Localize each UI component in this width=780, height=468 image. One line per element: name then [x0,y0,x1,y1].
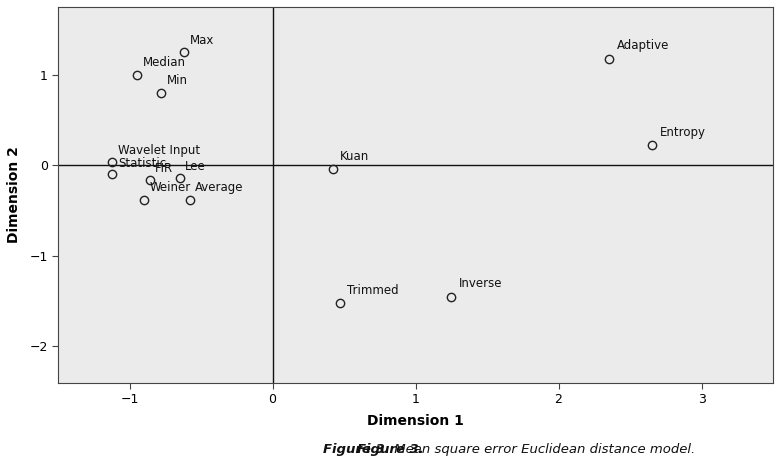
Y-axis label: Dimension 2: Dimension 2 [7,146,21,243]
Text: Entropy: Entropy [660,126,706,139]
Text: Weiner: Weiner [150,181,191,194]
Text: Figure 3. Mean square error Euclidean distance model.: Figure 3. Mean square error Euclidean di… [208,443,572,456]
X-axis label: Dimension 1: Dimension 1 [367,414,464,428]
Text: Min: Min [167,74,188,88]
Text: FIR: FIR [155,162,173,176]
Text: Kuan: Kuan [340,150,369,162]
Text: Adaptive: Adaptive [617,39,669,52]
Text: Figure 3.: Figure 3. [356,443,424,456]
Text: Median: Median [143,56,186,69]
Text: Inverse: Inverse [459,277,502,290]
Text: Trimmed: Trimmed [347,284,399,297]
Text: Statistic: Statistic [118,157,166,170]
Text: Mean square error Euclidean distance model.: Mean square error Euclidean distance mod… [390,443,695,456]
Text: Wavelet Input: Wavelet Input [118,144,200,157]
Text: Average: Average [195,181,244,194]
Text: Lee: Lee [186,160,206,173]
Text: Max: Max [190,34,214,47]
Text: Figure 3.: Figure 3. [323,443,390,456]
